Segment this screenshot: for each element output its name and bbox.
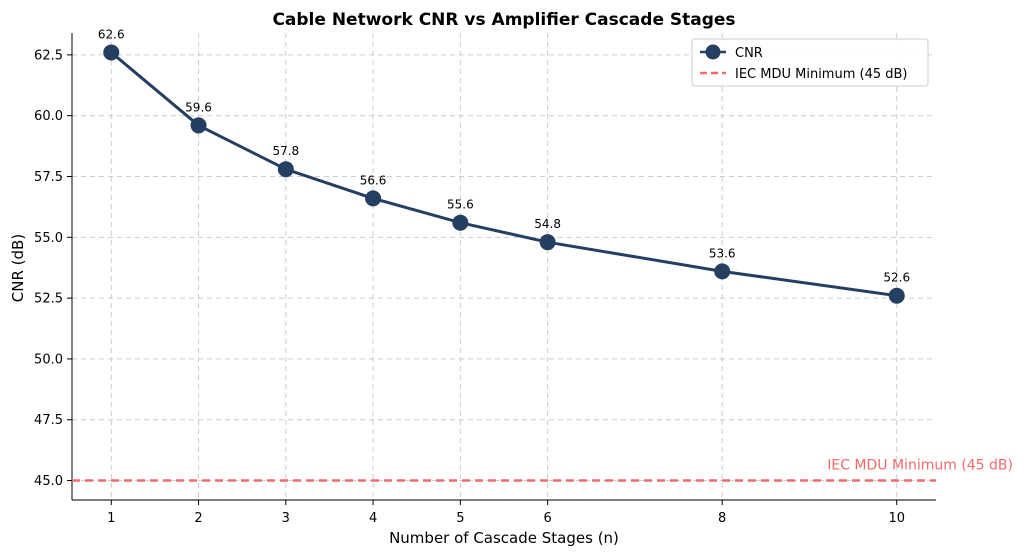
data-label-0-6: 53.6 — [709, 246, 736, 260]
x-tick-label-2: 3 — [282, 511, 290, 526]
series-line-0 — [109, 50, 899, 298]
labels-layer: 62.6 59.6 57.8 56.6 55.6 54.8 53.6 52.6 — [98, 27, 910, 284]
y-tick-label-7: 62.5 — [34, 48, 63, 63]
data-point-0-2 — [277, 161, 294, 178]
data-label-0-3: 56.6 — [360, 173, 387, 187]
ticks-layer: 45.0 47.5 50.0 52.5 55.0 57.5 60.0 62.5 1 2 3 4 5 6 8 1… — [34, 48, 905, 526]
data-point-0-1 — [190, 117, 207, 134]
series-layer — [103, 44, 905, 304]
x-tick-label-7: 10 — [888, 511, 905, 526]
grid-layer — [72, 33, 936, 500]
y-tick-label-0: 45.0 — [34, 474, 63, 489]
legend-frame — [691, 38, 929, 87]
legend-cnr-marker-swatch — [705, 44, 721, 60]
data-label-0-7: 52.6 — [883, 271, 910, 285]
y-tick-label-6: 60.0 — [34, 109, 63, 124]
reference-layer: IEC MDU Minimum (45 dB) — [72, 458, 1013, 482]
data-point-0-0 — [103, 44, 120, 61]
x-tick-label-5: 6 — [543, 511, 551, 526]
y-axis-label: CNR (dB) — [9, 234, 27, 302]
x-tick-label-4: 5 — [456, 511, 464, 526]
x-tick-label-6: 8 — [718, 511, 726, 526]
y-tick-label-4: 55.0 — [34, 231, 63, 246]
data-label-0-0: 62.6 — [98, 27, 125, 41]
data-label-0-5: 54.8 — [534, 217, 561, 231]
legend-cnr-label: CNR — [735, 46, 763, 61]
data-point-0-6 — [714, 263, 731, 280]
y-tick-label-3: 52.5 — [34, 292, 63, 307]
legend-reference-label: IEC MDU Minimum (45 dB) — [735, 67, 908, 82]
y-tick-label-2: 50.0 — [34, 352, 63, 367]
data-label-0-2: 57.8 — [272, 144, 299, 158]
y-tick-label-5: 57.5 — [34, 170, 63, 185]
data-point-0-7 — [888, 287, 905, 304]
x-axis-label: Number of Cascade Stages (n) — [389, 529, 619, 547]
y-tick-label-1: 47.5 — [34, 413, 63, 428]
data-label-0-4: 55.6 — [447, 198, 474, 212]
data-point-0-4 — [452, 214, 469, 231]
x-tick-label-0: 1 — [107, 511, 115, 526]
axes-layer — [71, 33, 936, 501]
x-tick-label-3: 4 — [369, 511, 377, 526]
chart-title: Cable Network CNR vs Amplifier Cascade S… — [272, 10, 735, 30]
reference-line-annotation-0: IEC MDU Minimum (45 dB) — [827, 458, 1013, 474]
legend: CNR IEC MDU Minimum (45 dB) — [691, 38, 929, 87]
data-label-0-1: 59.6 — [185, 100, 212, 114]
data-point-0-5 — [539, 234, 556, 251]
data-point-0-3 — [365, 190, 382, 207]
x-tick-label-1: 2 — [194, 511, 202, 526]
